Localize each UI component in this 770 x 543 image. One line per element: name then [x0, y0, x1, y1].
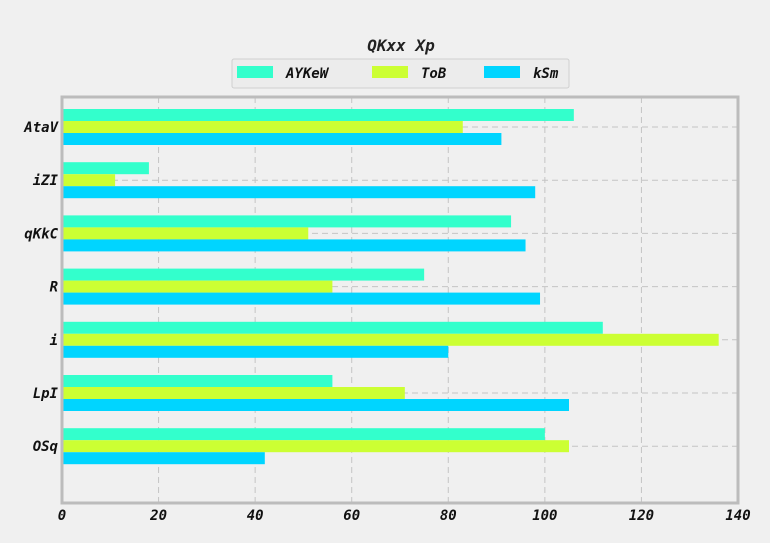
legend-label: AYKeW: [285, 66, 330, 82]
legend-swatch: [237, 66, 273, 78]
plot-frame: [60, 95, 740, 505]
x-tick-labels: 0 20 40 60 80 100 120 140: [58, 508, 751, 524]
bar: [62, 215, 512, 228]
bar: [62, 162, 149, 175]
bar: [62, 375, 333, 387]
bar: [62, 186, 536, 199]
y-tick-label: qKkC: [24, 226, 58, 242]
bar: [62, 239, 526, 252]
x-tick-label: 140: [725, 508, 750, 524]
x-tick-label: 60: [343, 508, 360, 524]
bar: [62, 387, 405, 399]
chart-title: QKxx Xp: [367, 36, 435, 55]
bar: [62, 440, 569, 453]
y-tick-label: i: [50, 333, 58, 349]
bar: [62, 268, 425, 281]
bar: [62, 174, 116, 187]
y-tick-label: LpI: [33, 386, 59, 402]
legend-swatch: [372, 66, 408, 78]
bar: [62, 452, 265, 465]
y-tick-label: AtaV: [23, 120, 59, 136]
legend-label: ToB: [421, 66, 447, 82]
legend-swatch: [484, 66, 520, 78]
x-tick-label: 40: [247, 508, 264, 524]
legend: AYKeW ToB kSm: [231, 58, 570, 89]
bars: [62, 109, 719, 465]
bar: [62, 399, 569, 411]
x-tick-label: 120: [629, 508, 654, 524]
bar: [62, 121, 463, 133]
x-tick-label: 80: [440, 508, 457, 524]
bar: [62, 345, 449, 358]
bar: [62, 321, 603, 334]
x-tick-label: 0: [58, 508, 66, 524]
bar: [62, 133, 502, 145]
y-tick-labels: AtaV iZI qKkC Ri LpI OSq: [23, 120, 59, 455]
bar: [62, 227, 309, 240]
y-tick-label: iZI: [33, 173, 59, 189]
bar: [62, 109, 574, 121]
x-tick-label: 20: [149, 508, 167, 524]
bar: [62, 280, 333, 293]
bar: [62, 292, 541, 305]
legend-label: kSm: [533, 66, 559, 82]
bar: [62, 333, 719, 346]
y-tick-label: OSq: [33, 439, 59, 455]
x-tick-label: 100: [532, 508, 557, 524]
bar: [62, 428, 545, 441]
y-tick-label: R: [50, 280, 58, 296]
